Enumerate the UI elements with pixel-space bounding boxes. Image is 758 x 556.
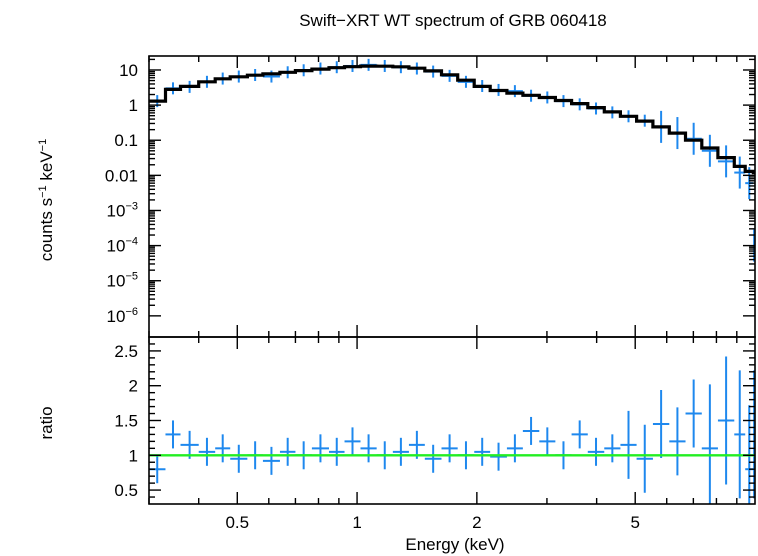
x-tick-label: 2: [472, 513, 481, 532]
ratio-marks: [149, 356, 756, 504]
y-tick-label: 1: [129, 446, 138, 465]
y-title-exp1: −1: [37, 185, 49, 198]
y-tick-base: 10: [107, 201, 126, 220]
model-curve: [149, 64, 755, 175]
y-tick-label: 0.1: [114, 131, 138, 150]
y-tick-base: 10: [107, 237, 126, 256]
y-tick-label: 0.5: [114, 481, 138, 500]
y-title-mid: keV: [37, 151, 56, 186]
y-title-base: counts s: [37, 198, 56, 261]
y-tick-label: 10−3: [107, 200, 138, 220]
spectrum-y-axis-title: counts s−1 keV−1: [37, 139, 56, 261]
y-tick-exp: −6: [125, 306, 138, 318]
chart-title: Swift−XRT WT spectrum of GRB 060418: [299, 11, 607, 30]
y-tick-exp: −5: [125, 271, 138, 283]
y-tick-label: 10−6: [107, 306, 138, 326]
y-title-exp2: −1: [37, 139, 49, 152]
y-tick-base: 10: [107, 307, 126, 326]
ratio-y-axis-title: ratio: [37, 406, 56, 439]
y-tick-label: 2.5: [114, 342, 138, 361]
y-tick-exp: −4: [125, 236, 138, 248]
ratio-panel: 2.5 2 1.5 1 0.5: [114, 336, 756, 505]
y-tick-exp: −3: [125, 200, 138, 212]
y-tick-base: 10: [107, 272, 126, 291]
ratio-y-ticks: 2.5 2 1.5 1 0.5: [114, 342, 755, 500]
x-tick-label: 1: [352, 513, 361, 532]
y-tick-label: 1.5: [114, 412, 138, 431]
x-axis-title: Energy (keV): [405, 535, 504, 554]
ratio-frame: [148, 336, 756, 505]
y-tick-label: 0.01: [105, 166, 138, 185]
energy-x-ticks: 0.5 1 2 5: [148, 56, 738, 532]
y-tick-label: 10: [119, 61, 138, 80]
spectrum-marks: [149, 58, 756, 262]
x-tick-label: 5: [630, 513, 639, 532]
x-tick-label: 0.5: [225, 513, 249, 532]
y-tick-label: 10−5: [107, 271, 138, 291]
y-tick-label: 2: [129, 377, 138, 396]
y-tick-label: 1: [129, 96, 138, 115]
y-tick-label: 10−4: [107, 236, 138, 256]
spectrum-frame: [148, 55, 756, 338]
